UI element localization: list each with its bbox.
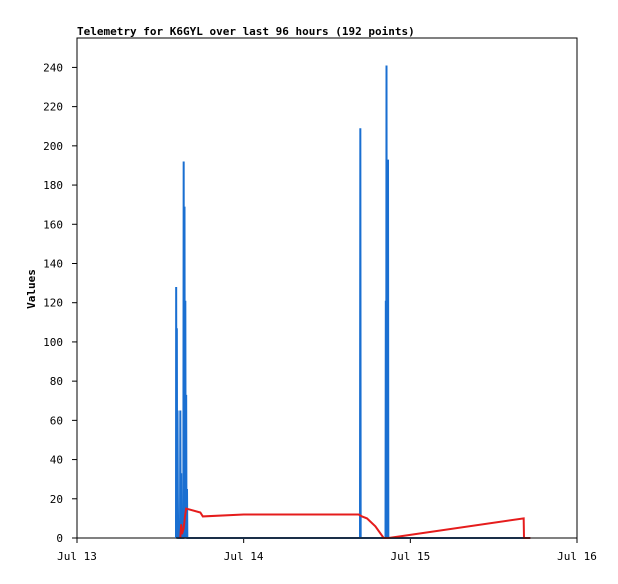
y-tick-label: 20 <box>50 493 63 506</box>
series-line-1 <box>175 65 531 539</box>
y-tick-label: 100 <box>43 336 63 349</box>
y-tick-label: 140 <box>43 257 63 270</box>
y-tick-label: 0 <box>56 532 63 545</box>
y-tick-label: 40 <box>50 454 63 467</box>
x-axis: Jul 13 Jul 14 Jul 15 Jul 16 <box>57 538 597 563</box>
y-tick-label: 120 <box>43 297 63 310</box>
y-tick-label: 160 <box>43 218 63 231</box>
y-axis-label: Values <box>25 269 38 309</box>
y-tick-label: 60 <box>50 414 63 427</box>
y-tick-label: 200 <box>43 140 63 153</box>
x-tick-label: Jul 13 <box>57 550 97 563</box>
chart-title: Telemetry for K6GYL over last 96 hours (… <box>77 25 415 38</box>
series-layer <box>175 65 531 539</box>
y-tick-label: 240 <box>43 61 63 74</box>
y-tick-label: 80 <box>50 375 63 388</box>
plot-area-frame <box>76 37 578 539</box>
series-line-2 <box>179 507 531 539</box>
y-tick-label: 180 <box>43 179 63 192</box>
y-axis: 0 20 40 60 80 100 120 140 160 180 200 220 240 <box>43 61 77 545</box>
x-tick-label: Jul 15 <box>390 550 430 563</box>
x-tick-label: Jul 14 <box>224 550 264 563</box>
y-tick-label: 220 <box>43 101 63 114</box>
x-tick-label: Jul 16 <box>557 550 597 563</box>
